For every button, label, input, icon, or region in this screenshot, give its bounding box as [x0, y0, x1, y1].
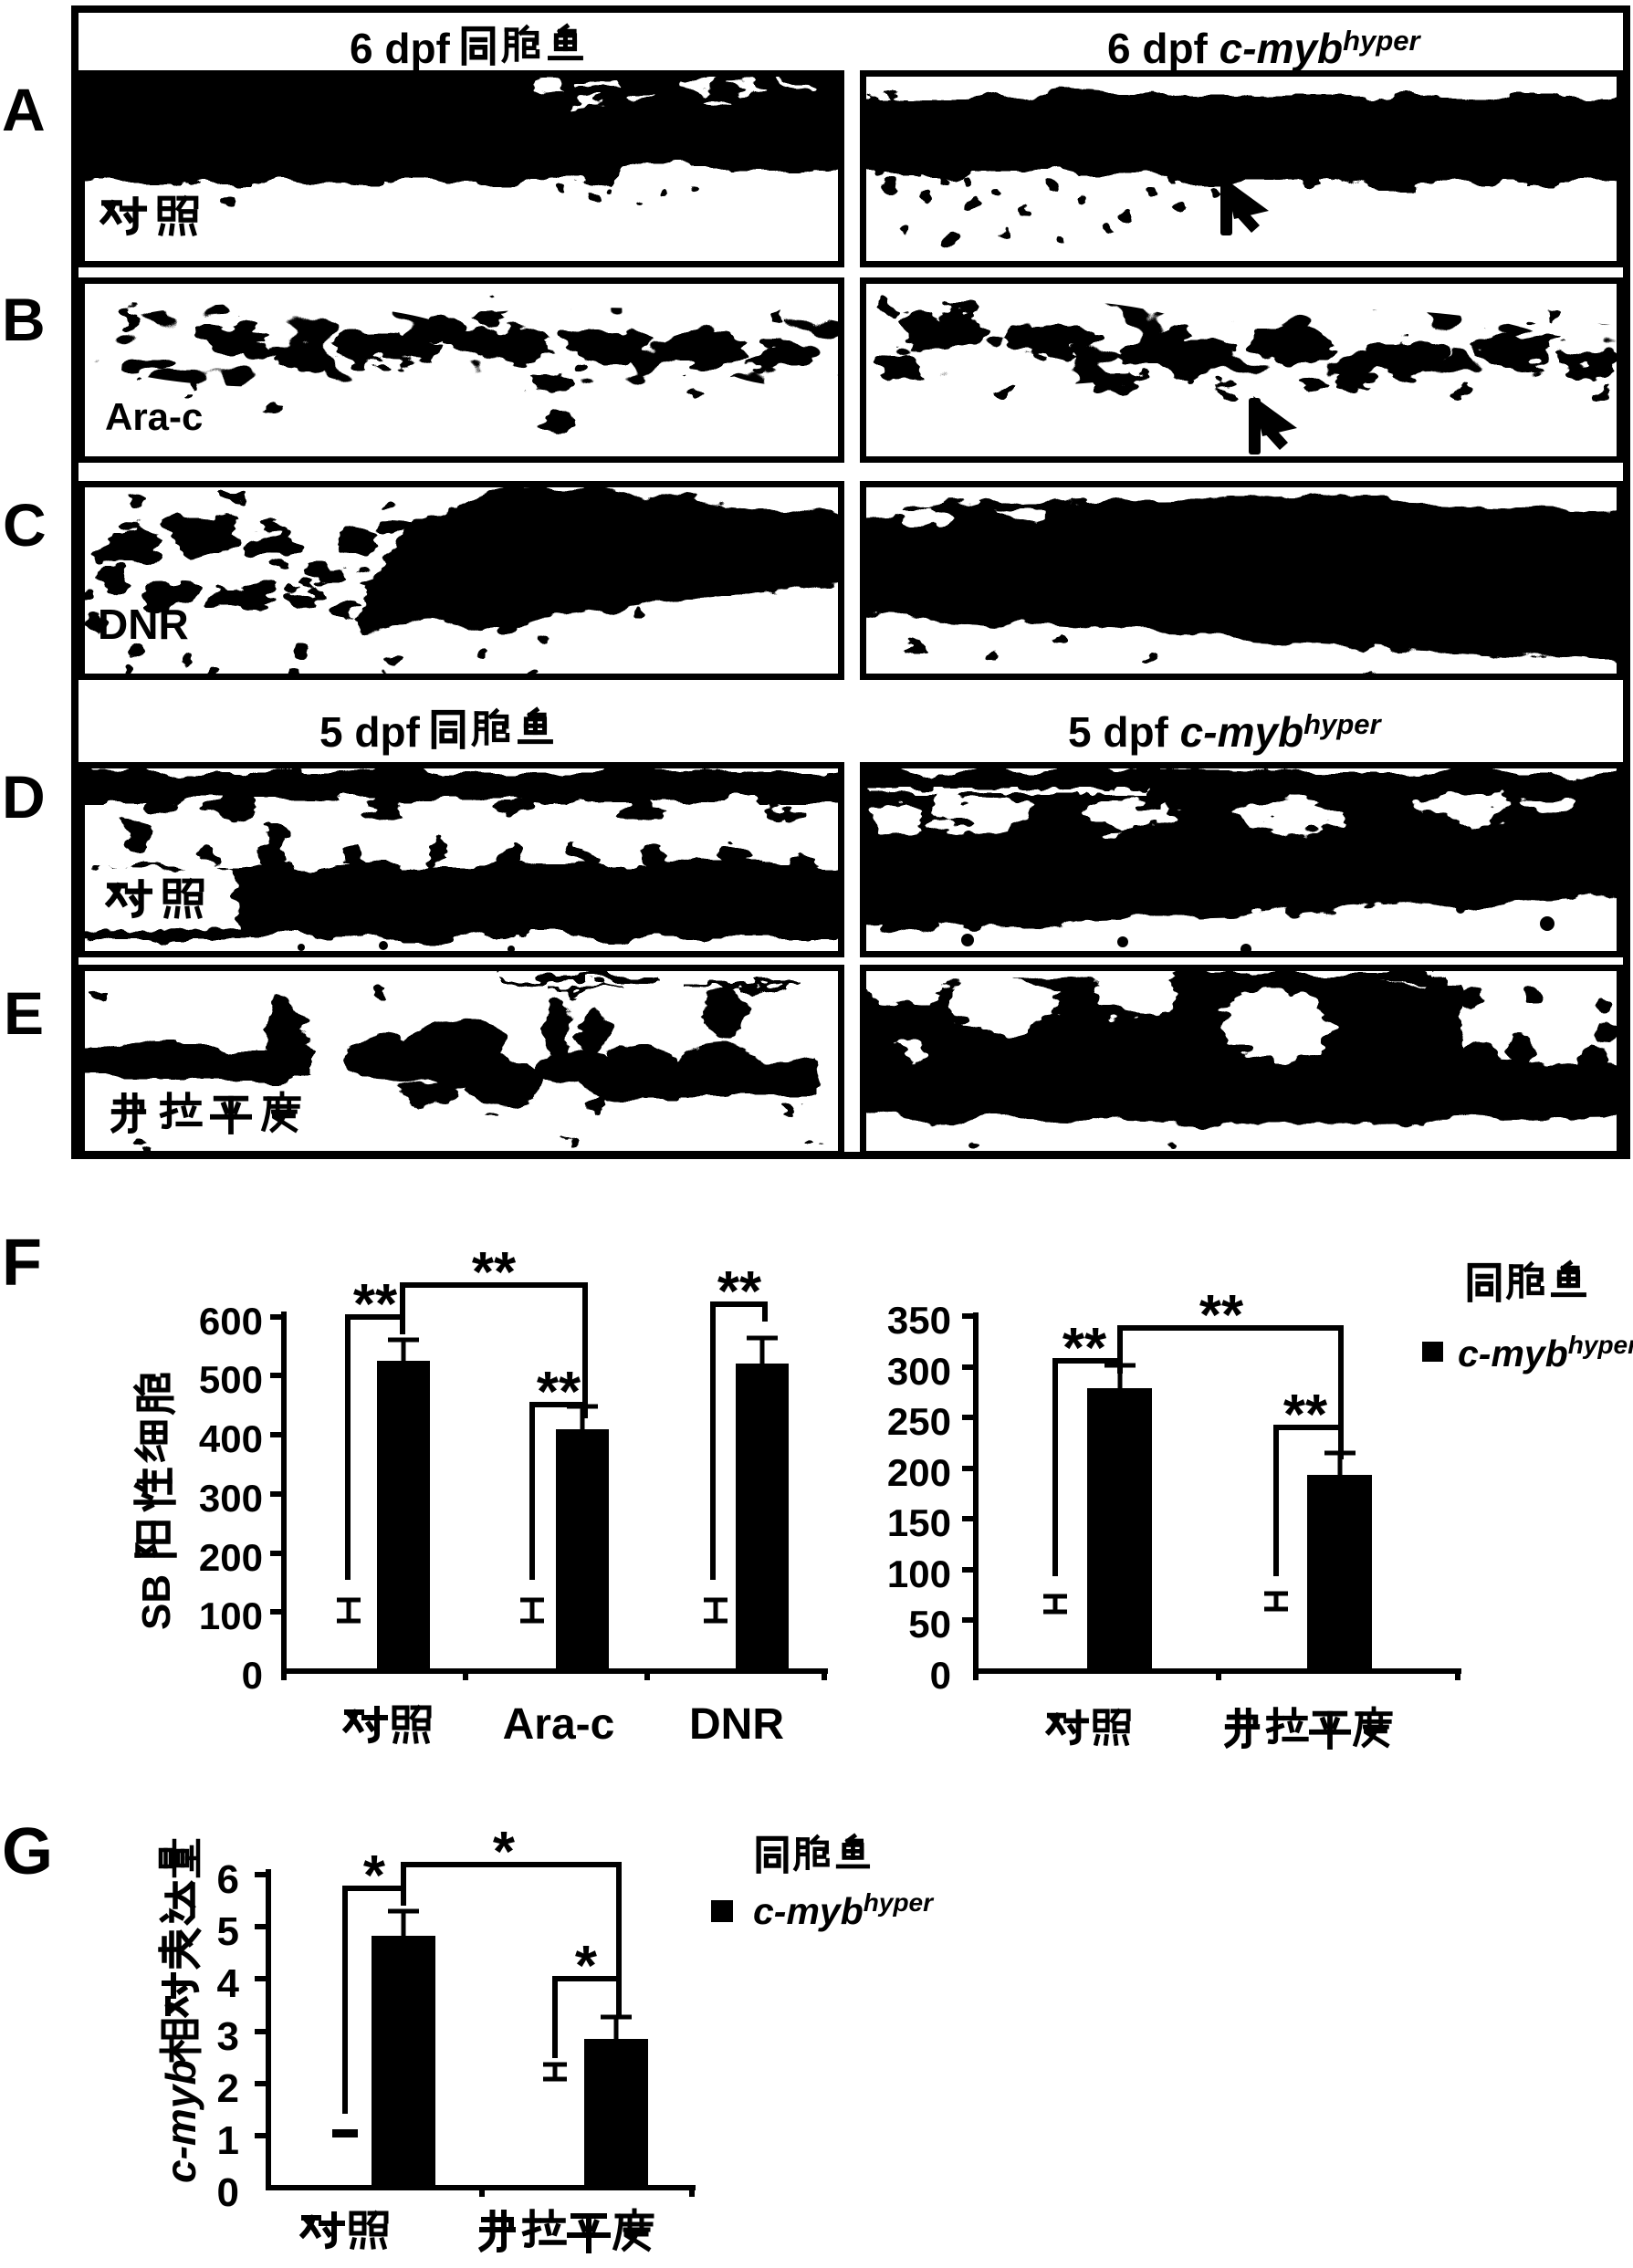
- svg-text:3: 3: [217, 2014, 239, 2059]
- svg-text:G: G: [2, 1815, 53, 1888]
- svg-text:SB: SB: [134, 1574, 179, 1630]
- svg-text:Ara-c: Ara-c: [105, 395, 203, 438]
- svg-text:600: 600: [199, 1300, 263, 1343]
- svg-text:100: 100: [887, 1552, 951, 1595]
- svg-text:**: **: [537, 1361, 581, 1424]
- svg-text:5 dpf: 5 dpf: [319, 708, 421, 756]
- svg-text:**: **: [353, 1273, 398, 1336]
- svg-text:5: 5: [217, 1909, 239, 1954]
- svg-text:250: 250: [887, 1400, 951, 1443]
- svg-text:F: F: [2, 1227, 42, 1300]
- svg-text:0: 0: [217, 2170, 239, 2215]
- svg-text:*: *: [575, 1935, 598, 1998]
- svg-text:c-mybhyper: c-mybhyper: [753, 1888, 935, 1932]
- svg-text:B: B: [2, 286, 46, 353]
- svg-text:4: 4: [217, 1961, 240, 2006]
- svg-text:DNR: DNR: [98, 601, 189, 648]
- svg-text:5 dpf c-mybhyper: 5 dpf c-mybhyper: [1068, 708, 1383, 756]
- svg-text:**: **: [1199, 1284, 1244, 1347]
- svg-text:**: **: [717, 1260, 762, 1323]
- svg-text:**: **: [1062, 1317, 1107, 1380]
- svg-text:**: **: [472, 1241, 517, 1304]
- svg-text:*: *: [493, 1821, 516, 1884]
- svg-text:300: 300: [887, 1350, 951, 1393]
- svg-text:6: 6: [217, 1857, 239, 1902]
- svg-text:Ara-c: Ara-c: [503, 1700, 615, 1749]
- svg-text:400: 400: [199, 1417, 263, 1460]
- svg-text:**: **: [1283, 1384, 1328, 1447]
- svg-text:A: A: [2, 76, 46, 143]
- svg-text:1: 1: [217, 2118, 239, 2163]
- svg-text:50: 50: [908, 1603, 951, 1646]
- svg-text:c-mybhyper: c-mybhyper: [1458, 1331, 1633, 1374]
- svg-text:150: 150: [887, 1501, 951, 1544]
- svg-text:E: E: [4, 979, 44, 1047]
- svg-text:350: 350: [887, 1299, 951, 1342]
- svg-text:300: 300: [199, 1477, 263, 1520]
- svg-text:500: 500: [199, 1358, 263, 1401]
- svg-text:6 dpf: 6 dpf: [350, 25, 451, 72]
- svg-text:C: C: [3, 491, 47, 559]
- svg-text:0: 0: [242, 1654, 263, 1697]
- svg-text:100: 100: [199, 1594, 263, 1637]
- svg-text:DNR: DNR: [689, 1700, 784, 1749]
- svg-text:200: 200: [887, 1451, 951, 1494]
- svg-text:c-myb: c-myb: [157, 2060, 204, 2183]
- svg-text:6 dpf c-mybhyper: 6 dpf c-mybhyper: [1107, 25, 1422, 72]
- svg-text:200: 200: [199, 1536, 263, 1579]
- svg-text:D: D: [2, 763, 46, 831]
- svg-text:2: 2: [217, 2066, 239, 2111]
- svg-text:0: 0: [930, 1654, 951, 1697]
- svg-text:*: *: [363, 1845, 386, 1907]
